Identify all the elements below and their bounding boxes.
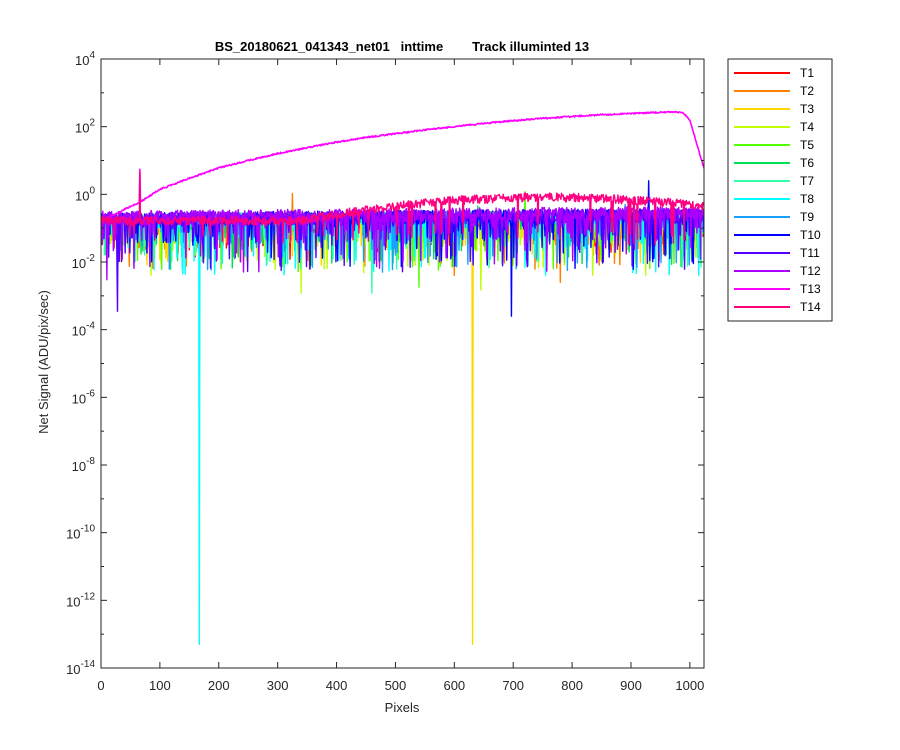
legend-label-t1: T1: [800, 66, 814, 80]
legend-label-t7: T7: [800, 174, 814, 188]
x-tick-label: 600: [443, 678, 465, 693]
x-tick-label: 200: [208, 678, 230, 693]
y-tick-label: 104: [75, 50, 95, 68]
y-tick-label: 10-2: [72, 253, 96, 271]
x-tick-label: 100: [149, 678, 171, 693]
legend-label-t6: T6: [800, 156, 814, 170]
legend-label-t5: T5: [800, 138, 814, 152]
x-tick-label: 1000: [675, 678, 704, 693]
y-axis-title: Net Signal (ADU/pix/sec): [36, 290, 51, 434]
series-layer: [101, 110, 704, 646]
x-axis-title: Pixels: [385, 700, 420, 715]
legend-label-t3: T3: [800, 102, 814, 116]
x-tick-label: 300: [267, 678, 289, 693]
x-axis: 0 100 200 300 400 500 600 700 800 900 1000: [97, 59, 704, 693]
legend-box: [727, 58, 833, 322]
y-axis: 10-14 10-12 10-10 10-8 10-6 10-4 10-2 100 102 104: [66, 50, 704, 677]
x-tick-label: 0: [97, 678, 104, 693]
y-tick-label: 102: [75, 118, 95, 136]
y-tick-label: 10-4: [72, 321, 96, 339]
legend-label-t2: T2: [800, 84, 814, 98]
legend-label-t4: T4: [800, 120, 814, 134]
legend-label-t13: T13: [800, 282, 821, 296]
plot-area: [101, 59, 704, 668]
x-tick-label: 800: [561, 678, 583, 693]
legend-label-t12: T12: [800, 264, 821, 278]
y-tick-label: 10-8: [72, 456, 96, 474]
legend-label-t9: T9: [800, 210, 814, 224]
y-tick-label: 100: [75, 185, 95, 203]
y-tick-label: 10-12: [66, 591, 95, 609]
x-tick-label: 900: [620, 678, 642, 693]
x-tick-label: 700: [502, 678, 524, 693]
y-tick-label: 10-6: [72, 388, 96, 406]
x-tick-label: 400: [326, 678, 348, 693]
series-line-t13: [101, 110, 704, 224]
legend-label-t10: T10: [800, 228, 821, 242]
legend-label-t14: T14: [800, 300, 821, 314]
legend-label-t8: T8: [800, 192, 814, 206]
y-tick-label: 10-10: [66, 524, 95, 542]
legend: T1 T2 T3 T4 T5 T6 T7 T8 T9 T10 T11 T12 T13 T14: [727, 58, 833, 322]
y-tick-label: 10-14: [66, 659, 95, 677]
legend-label-t11: T11: [800, 246, 820, 260]
series-line-t14: [101, 171, 704, 246]
chart-title: BS_20180621_041343_net01 inttime Track i…: [215, 39, 589, 54]
x-tick-label: 500: [385, 678, 407, 693]
